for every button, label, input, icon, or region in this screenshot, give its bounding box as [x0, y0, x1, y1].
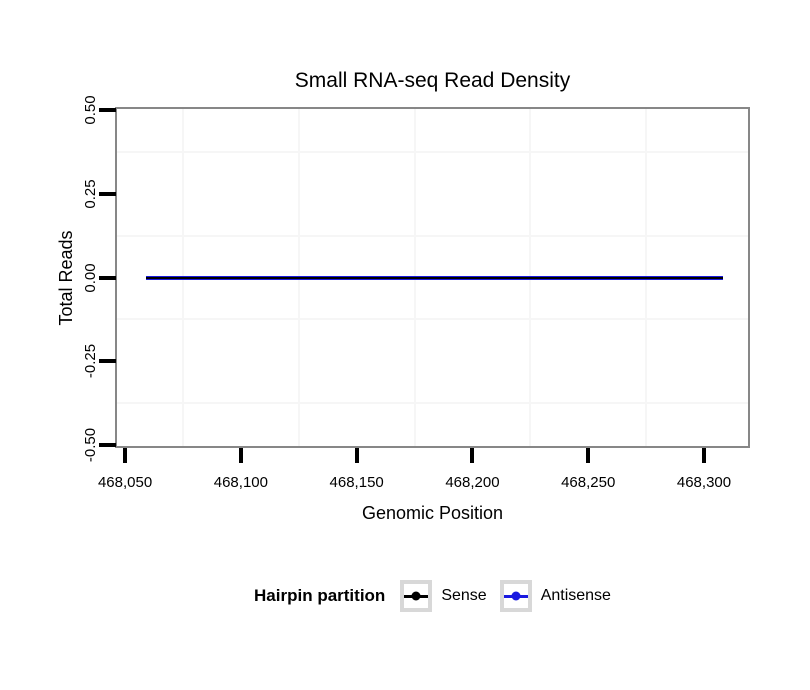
y-axis-tick: [99, 359, 116, 364]
sense-point-icon: [411, 591, 421, 601]
legend-key-sense: [400, 580, 433, 612]
y-axis-tick: [99, 442, 116, 447]
x-axis-tick: [586, 448, 591, 463]
legend-entry-antisense: Antisense: [499, 580, 611, 612]
legend-entry-sense: Sense: [400, 580, 487, 612]
plot-panel: [115, 107, 750, 448]
minor-gridline-horizontal: [117, 318, 748, 321]
x-axis-tick-label: 468,200: [445, 474, 500, 491]
x-axis-tick: [238, 448, 243, 463]
x-axis-tick-label: 468,250: [561, 474, 616, 491]
legend-label-sense: Sense: [441, 587, 487, 604]
x-axis-tick: [702, 448, 706, 463]
x-axis-tick-label: 468,150: [329, 474, 384, 491]
x-axis-title: Genomic Position: [361, 503, 504, 523]
y-axis-tick-label: -0.50: [82, 427, 99, 462]
antisense-point-icon: [511, 591, 521, 601]
y-axis-tick: [99, 108, 116, 113]
x-axis-tick: [123, 448, 128, 463]
legend-key-antisense: [499, 580, 532, 612]
x-axis-tick-label: 468,300: [676, 474, 732, 491]
legend: Hairpin partition Sense Antisense: [115, 578, 750, 614]
data-line-sense: [145, 276, 723, 279]
legend-title: Hairpin partition: [254, 586, 386, 605]
x-axis-tick: [470, 448, 475, 463]
chart-title: Small RNA-seq Read Density: [294, 69, 571, 92]
y-axis-tick: [99, 191, 116, 196]
y-axis-title: Total Reads: [56, 230, 76, 326]
y-axis-tick-label: -0.25: [82, 343, 99, 379]
y-axis-tick-label: 0.00: [82, 262, 99, 293]
legend-label-antisense: Antisense: [540, 587, 611, 604]
minor-gridline-horizontal: [117, 401, 748, 404]
minor-gridline-horizontal: [117, 234, 748, 237]
minor-gridline-horizontal: [117, 151, 748, 154]
x-axis-tick: [354, 448, 359, 463]
y-axis-tick-label: 0.25: [82, 179, 99, 209]
y-axis-tick: [99, 275, 116, 280]
plot-area: [117, 109, 748, 446]
x-axis-tick-label: 468,050: [97, 474, 153, 491]
x-axis-tick-label: 468,100: [213, 474, 268, 491]
y-axis-tick-label: 0.50: [82, 95, 99, 125]
